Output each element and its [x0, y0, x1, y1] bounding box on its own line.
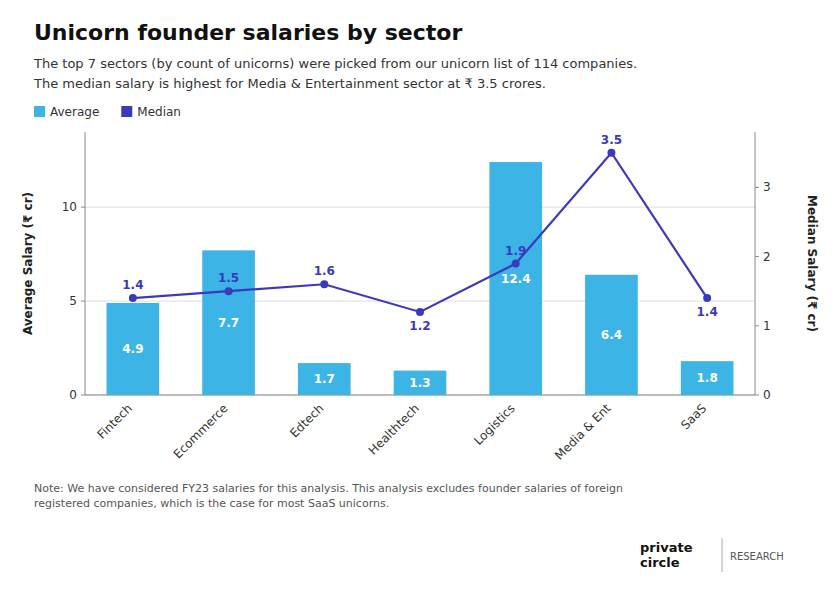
x-tick-label: Ecommerce — [171, 401, 231, 461]
text-line: registered companies, which is the case … — [34, 497, 389, 510]
y2-tick — [755, 325, 759, 326]
y2-tick — [755, 395, 759, 396]
text-line: The median salary is highest for Media &… — [33, 76, 546, 91]
line-label: 1.4 — [122, 278, 143, 292]
line-label: 3.5 — [601, 133, 622, 147]
text-line: private — [640, 540, 693, 555]
bar-label: 4.9 — [122, 342, 143, 356]
point — [512, 260, 520, 268]
point — [225, 287, 233, 295]
bar-label: 7.7 — [218, 316, 239, 330]
bar — [202, 250, 255, 395]
y-tick — [81, 207, 85, 208]
y-tick — [81, 301, 85, 302]
logo-subtext: RESEARCH — [730, 551, 784, 562]
legend: Average Median — [34, 105, 181, 119]
x-tick-label: Edtech — [287, 401, 326, 440]
x-tick-label: Logistics — [471, 401, 518, 448]
line-label: 1.6 — [314, 264, 335, 278]
logo-separator — [722, 538, 723, 572]
x-tick-label: Healthtech — [366, 401, 422, 457]
x-tick-label: SaaS — [678, 401, 709, 432]
y2-axis-line — [755, 132, 756, 395]
y-axis-line — [85, 132, 86, 395]
bar — [394, 371, 447, 395]
legend-swatch — [121, 106, 132, 117]
legend-entry: Median — [137, 105, 181, 119]
line-label: 1.4 — [697, 305, 718, 319]
y2-tick-label: 2 — [763, 250, 771, 264]
line-label: 1.9 — [505, 244, 526, 258]
bar-label: 1.3 — [409, 376, 430, 390]
text-line: The top 7 sectors (by count of unicorns)… — [33, 56, 637, 71]
bar-label: 12.4 — [501, 272, 531, 286]
y2-tick — [755, 256, 759, 257]
data-labels: 4.9 7.7 1.7 1.3 12.4 6.4 1.8 1.4 1.5 1.6 1.2 1.9 3.5… — [122, 133, 718, 390]
marks — [107, 149, 734, 395]
legend-entry: Average — [50, 105, 99, 119]
y-tick-label: 10 — [62, 200, 77, 214]
text-line: Note: We have considered FY23 salaries f… — [34, 482, 623, 495]
point — [703, 294, 711, 302]
bar-label: 1.8 — [697, 371, 718, 385]
title: Unicorn founder salaries by sector — [34, 20, 462, 45]
axes: 0 5 10 0 1 2 3 — [62, 132, 771, 402]
y2-axis-label: Median Salary (₹ cr) — [805, 195, 819, 332]
point — [416, 308, 424, 316]
line-label: 1.5 — [218, 271, 239, 285]
y-tick-label: 0 — [69, 388, 77, 402]
bar-label: 1.7 — [314, 372, 335, 386]
bar — [107, 303, 160, 395]
grid-line — [85, 207, 755, 208]
point — [607, 149, 615, 157]
note: Note: We have considered FY23 salaries f… — [34, 482, 623, 510]
y-tick — [81, 395, 85, 396]
subtitle: The top 7 sectors (by count of unicorns)… — [33, 56, 637, 91]
point — [129, 294, 137, 302]
bar — [298, 363, 351, 395]
bar-label: 6.4 — [601, 328, 622, 342]
y-axis-label: Average Salary (₹ cr) — [21, 192, 35, 335]
x-tick-label: Media & Ent — [552, 401, 614, 463]
line-label: 1.2 — [409, 319, 430, 333]
bar — [489, 162, 542, 395]
grid — [85, 207, 755, 395]
bar — [681, 361, 734, 395]
bar — [585, 275, 638, 395]
y2-tick-label: 1 — [763, 319, 771, 333]
y2-tick-label: 3 — [763, 180, 771, 194]
logo-text: privatecircle — [640, 540, 693, 570]
legend-swatch — [34, 106, 45, 117]
y-tick-label: 5 — [69, 294, 77, 308]
point — [320, 280, 328, 288]
grid-line — [85, 301, 755, 302]
text-line: circle — [640, 555, 680, 570]
x-tick-label: Fintech — [94, 401, 134, 441]
line — [133, 153, 707, 312]
y2-tick — [755, 187, 759, 188]
y2-tick-label: 0 — [763, 388, 771, 402]
chart: Unicorn founder salaries by sector The to… — [0, 0, 840, 609]
